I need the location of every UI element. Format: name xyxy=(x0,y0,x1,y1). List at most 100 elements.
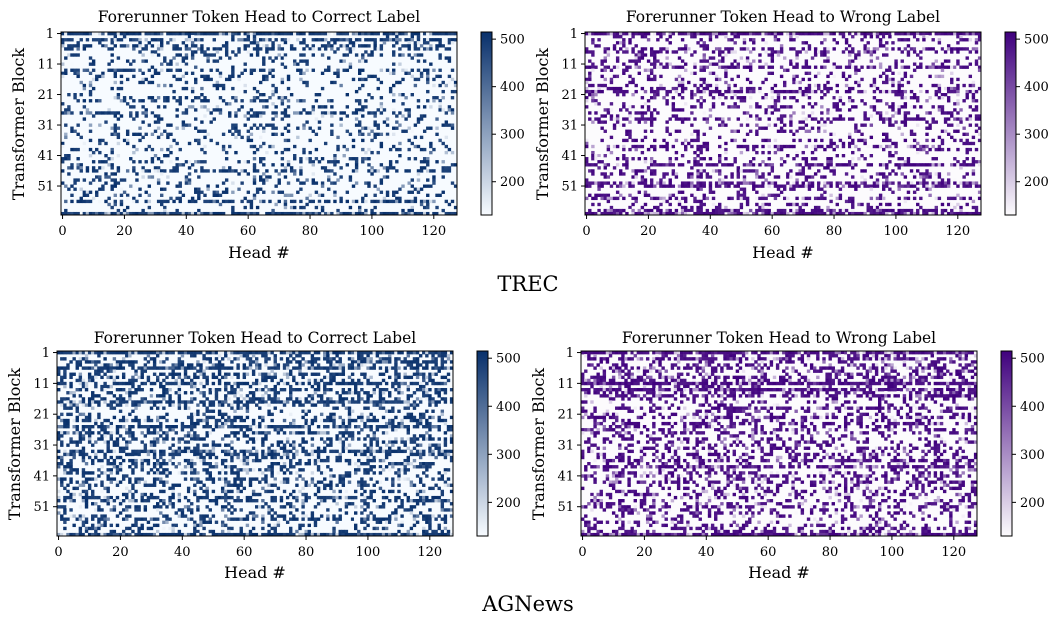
heatmap-cell xyxy=(342,32,346,36)
heatmap-cell xyxy=(783,123,787,127)
heatmap-cell xyxy=(313,351,318,355)
heatmap-cell xyxy=(144,199,148,204)
heatmap-cell xyxy=(70,193,74,197)
heatmap-cell xyxy=(441,80,445,85)
heatmap-cell xyxy=(718,184,722,188)
heatmap-cell xyxy=(177,351,182,355)
heatmap-cell xyxy=(333,199,337,204)
heatmap-cell xyxy=(413,196,418,201)
heatmap-cell xyxy=(674,129,679,133)
heatmap-cell xyxy=(789,114,793,118)
heatmap-cell xyxy=(215,83,220,88)
heatmap-cell xyxy=(311,129,315,133)
heatmap-cell xyxy=(724,47,728,51)
heatmap-cell xyxy=(659,50,663,54)
heatmap-cell xyxy=(265,99,269,103)
heatmap-cell xyxy=(863,50,867,54)
heatmap-cell xyxy=(680,211,685,216)
heatmap-cell xyxy=(166,41,170,45)
heatmap-cell xyxy=(406,363,410,367)
heatmap-cell xyxy=(373,199,377,204)
heatmap-cell xyxy=(934,147,938,152)
heatmap-cell xyxy=(742,163,747,167)
heatmap-cell xyxy=(832,147,836,152)
heatmap-cell xyxy=(252,166,257,170)
heatmap-cell xyxy=(246,38,251,42)
heatmap-cell xyxy=(649,163,654,167)
heatmap-cell xyxy=(674,86,679,91)
heatmap-cell xyxy=(739,193,744,197)
heatmap-cell xyxy=(801,157,805,161)
heatmap-cell xyxy=(255,126,260,130)
heatmap-cell xyxy=(916,38,920,42)
heatmap-cell xyxy=(285,357,290,361)
x-tick-label: 20 xyxy=(116,224,133,239)
heatmap-cell xyxy=(937,105,942,109)
heatmap-cell xyxy=(392,38,396,42)
heatmap-cell xyxy=(662,144,666,149)
heatmap-cell xyxy=(265,123,269,127)
heatmap-cell xyxy=(401,77,405,82)
heatmap-cell xyxy=(829,181,833,185)
heatmap-cell xyxy=(248,357,253,361)
heatmap-cell xyxy=(271,89,275,94)
heatmap-cell xyxy=(742,211,747,216)
heatmap-cell xyxy=(268,32,272,36)
heatmap-cell xyxy=(76,163,80,167)
heatmap-cell xyxy=(594,99,598,103)
heatmap-cell xyxy=(156,181,161,185)
heatmap-cell xyxy=(147,80,152,85)
heatmap-cell xyxy=(419,74,424,79)
heatmap-cell xyxy=(649,160,654,164)
heatmap-cell xyxy=(175,68,179,72)
heatmap-cell xyxy=(67,44,71,48)
heatmap-cell xyxy=(296,135,300,140)
heatmap-cell xyxy=(779,211,784,216)
heatmap-cell xyxy=(416,38,421,42)
heatmap-cell xyxy=(156,366,160,370)
heatmap-cell xyxy=(184,53,189,57)
heatmap-cell xyxy=(221,132,226,136)
heatmap-cell xyxy=(721,32,725,36)
heatmap-cell xyxy=(197,208,201,213)
heatmap-cell xyxy=(435,47,439,51)
heatmap-cell xyxy=(956,62,960,66)
heatmap-cell xyxy=(385,175,390,179)
heatmap-cell xyxy=(736,169,740,173)
heatmap-cell xyxy=(283,114,288,118)
heatmap-cell xyxy=(304,360,308,364)
heatmap-cell xyxy=(891,190,895,194)
heatmap-cell xyxy=(745,117,750,121)
heatmap-cell xyxy=(946,117,951,121)
heatmap-cell xyxy=(443,354,448,358)
heatmap-cell xyxy=(690,132,694,136)
heatmap-cell xyxy=(866,184,870,188)
heatmap-cell xyxy=(714,163,719,167)
heatmap-cell xyxy=(841,74,846,79)
heatmap-cell xyxy=(187,35,192,39)
heatmap-cell xyxy=(237,160,241,164)
heatmap-cell xyxy=(202,351,206,355)
heatmap-cell xyxy=(906,208,911,213)
heatmap-cell xyxy=(63,366,67,370)
heatmap-cell xyxy=(708,93,713,97)
heatmap-cell xyxy=(956,211,960,216)
heatmap-cell xyxy=(622,32,626,36)
heatmap-cell xyxy=(693,138,697,143)
heatmap-cell xyxy=(311,47,315,51)
heatmap-cell xyxy=(646,105,651,109)
heatmap-cell xyxy=(748,105,753,109)
heatmap-cell xyxy=(974,105,979,109)
heatmap-cell xyxy=(206,47,210,51)
heatmap-cell xyxy=(373,111,377,115)
heatmap-cell xyxy=(640,50,645,54)
heatmap-cell xyxy=(770,96,775,100)
heatmap-cell xyxy=(169,38,173,42)
heatmap-cell xyxy=(407,114,411,118)
heatmap-cell xyxy=(656,211,660,216)
heatmap-cell xyxy=(242,363,247,367)
heatmap-cell xyxy=(231,86,235,91)
heatmap-cell xyxy=(110,163,114,167)
heatmap-cell xyxy=(329,366,333,370)
heatmap-cell xyxy=(773,89,778,94)
